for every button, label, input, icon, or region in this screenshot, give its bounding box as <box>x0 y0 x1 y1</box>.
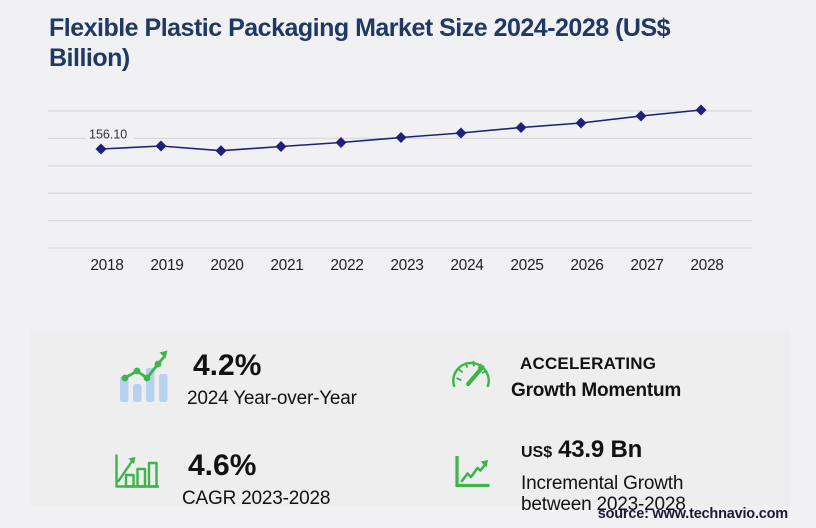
speedometer-icon <box>452 360 490 388</box>
chart-point-marker <box>215 145 227 157</box>
cagr-value: 4.6% <box>188 449 257 482</box>
momentum-line1: ACCELERATING <box>520 354 657 373</box>
incremental-stat: US$ 43.9 Bn Incremental Growth between 2… <box>521 436 686 515</box>
data-label-backdrop <box>86 127 134 140</box>
momentum-line2: Growth Momentum <box>511 380 682 401</box>
chart-point-marker <box>575 117 587 129</box>
cagr-stat: 4.6% CAGR 2023-2028 <box>182 449 330 510</box>
incremental-currency: US$ <box>521 444 553 461</box>
chart-point-marker <box>275 140 287 152</box>
incremental-line2: between 2023-2028 <box>521 494 686 515</box>
market-size-line-chart: 156.10 2018 2019 2020 2021 2022 2023 2024 2025 20… <box>0 90 816 285</box>
point-data-label: 156.10 <box>89 128 127 142</box>
yoy-stat: 4.2% 2024 Year-over-Year <box>187 349 357 410</box>
x-axis-label: 2018 <box>90 257 123 274</box>
x-axis-label: 2022 <box>330 257 363 274</box>
page-title-line2: Billion) <box>49 44 130 72</box>
source-text: source: www.technavio.com <box>597 506 788 522</box>
x-axis-label: 2023 <box>390 257 423 274</box>
yoy-value: 4.2% <box>193 349 262 382</box>
x-axis-label: 2021 <box>270 257 303 274</box>
chart-point-marker <box>455 127 467 139</box>
x-axis-label: 2027 <box>630 257 663 274</box>
bar-line-growth-icon <box>120 350 168 402</box>
x-axis-label: 2026 <box>570 257 603 274</box>
chart-point-marker <box>395 131 407 143</box>
chart-point-marker <box>695 104 707 116</box>
x-axis-label: 2019 <box>150 257 183 274</box>
x-axis-label: 2028 <box>690 257 723 274</box>
chart-point-marker <box>635 110 647 122</box>
chart-point-marker <box>95 143 107 155</box>
page-title: Flexible Plastic Packaging Market Size 2… <box>49 13 671 73</box>
incremental-value: 43.9 Bn <box>558 436 643 463</box>
page-title-line1: Flexible Plastic Packaging Market Size 2… <box>49 14 671 42</box>
yoy-label: 2024 Year-over-Year <box>187 388 357 409</box>
line-growth-arrow-icon <box>455 456 490 488</box>
momentum-stat: ACCELERATING Growth Momentum <box>511 354 681 402</box>
x-axis-label: 2024 <box>450 257 484 274</box>
chart-point-marker <box>155 140 167 152</box>
x-axis-label: 2025 <box>510 257 543 274</box>
bar-chart-arrow-icon <box>115 454 159 488</box>
chart-series-line <box>100 109 702 152</box>
incremental-line1: Incremental Growth <box>521 473 684 494</box>
chart-point-marker <box>335 137 347 149</box>
cagr-label: CAGR 2023-2028 <box>182 488 331 509</box>
x-axis-label: 2020 <box>210 257 244 274</box>
line-chart-canvas: 156.10 2018 2019 2020 2021 2022 2023 2024 2025 20… <box>48 104 752 274</box>
chart-point-marker <box>515 121 527 133</box>
